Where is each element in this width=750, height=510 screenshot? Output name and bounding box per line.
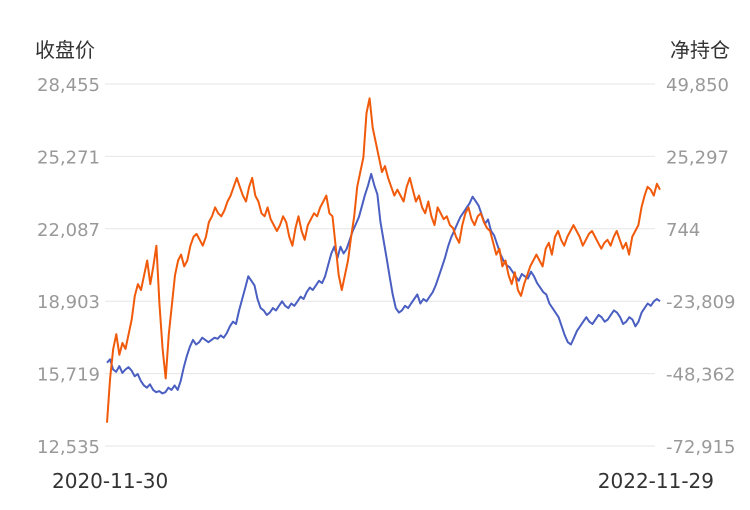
left-tick-label: 12,535	[37, 437, 100, 458]
right-tick-label: -23,809	[666, 292, 735, 313]
right-tick-label: 25,297	[666, 147, 729, 168]
gridlines	[105, 83, 655, 447]
right-tick-labels: 49,850 25,297 744 -23,809 -48,362 -72,915	[666, 75, 735, 458]
right-tick-label: -48,362	[666, 365, 735, 386]
right-tick-label: 744	[666, 220, 700, 241]
left-tick-labels: 28,455 25,271 22,087 18,903 15,719 12,535	[37, 75, 100, 458]
left-tick-label: 22,087	[37, 220, 100, 241]
series-line-right-axis	[106, 97, 661, 423]
series-line-left-axis	[106, 172, 661, 395]
right-tick-label: -72,915	[666, 437, 735, 458]
left-axis-title: 收盘价	[35, 38, 95, 62]
left-tick-label: 15,719	[37, 365, 100, 386]
left-tick-label: 18,903	[37, 292, 100, 313]
left-tick-label: 28,455	[37, 75, 100, 96]
right-axis-title: 净持仓	[670, 38, 730, 62]
left-tick-label: 25,271	[37, 147, 100, 168]
series-lines	[106, 97, 661, 423]
right-tick-label: 49,850	[666, 75, 729, 96]
x-start-label: 2020-11-30	[52, 469, 168, 493]
x-end-label: 2022-11-29	[598, 469, 714, 493]
